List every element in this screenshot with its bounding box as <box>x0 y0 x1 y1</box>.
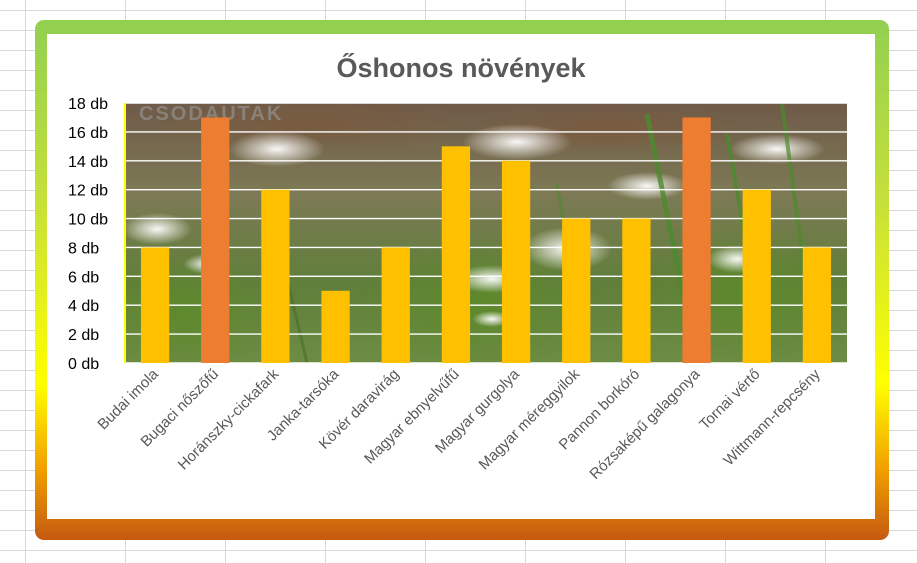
chart-frame: Őshonos növények <box>35 20 889 540</box>
y-tick-label: 16 db <box>68 125 108 142</box>
y-tick-label: 12 db <box>68 183 108 200</box>
bar <box>321 290 350 363</box>
bar <box>441 146 471 363</box>
watermark-text: CSODAUTAK <box>139 103 283 125</box>
bar <box>261 189 290 363</box>
bar <box>201 117 230 363</box>
bar <box>622 218 651 363</box>
bar <box>742 189 771 363</box>
bar <box>562 218 591 363</box>
y-tick-label: 6 db <box>68 269 99 286</box>
y-tick-label: 10 db <box>68 212 108 229</box>
y-tick-label: 0 db <box>68 356 99 373</box>
chart-title: Őshonos növények <box>336 52 586 83</box>
y-tick-label: 2 db <box>68 327 99 344</box>
bar <box>501 160 531 363</box>
y-tick-label: 14 db <box>68 154 108 171</box>
bar <box>682 117 711 363</box>
chart-area: Őshonos növények <box>47 34 875 519</box>
bar <box>381 247 410 363</box>
y-tick-label: 4 db <box>68 298 99 315</box>
x-category-label: Horánszky-cickafark <box>175 365 283 473</box>
x-category-label: Rózsaképű galagonya <box>586 365 703 482</box>
bar <box>140 247 170 363</box>
bar-chart: Őshonos növények <box>68 52 847 483</box>
x-category-label: Magyar méreggyilok <box>476 365 584 473</box>
bar <box>802 247 832 363</box>
y-tick-label: 18 db <box>68 96 108 113</box>
y-tick-label: 8 db <box>68 240 99 257</box>
